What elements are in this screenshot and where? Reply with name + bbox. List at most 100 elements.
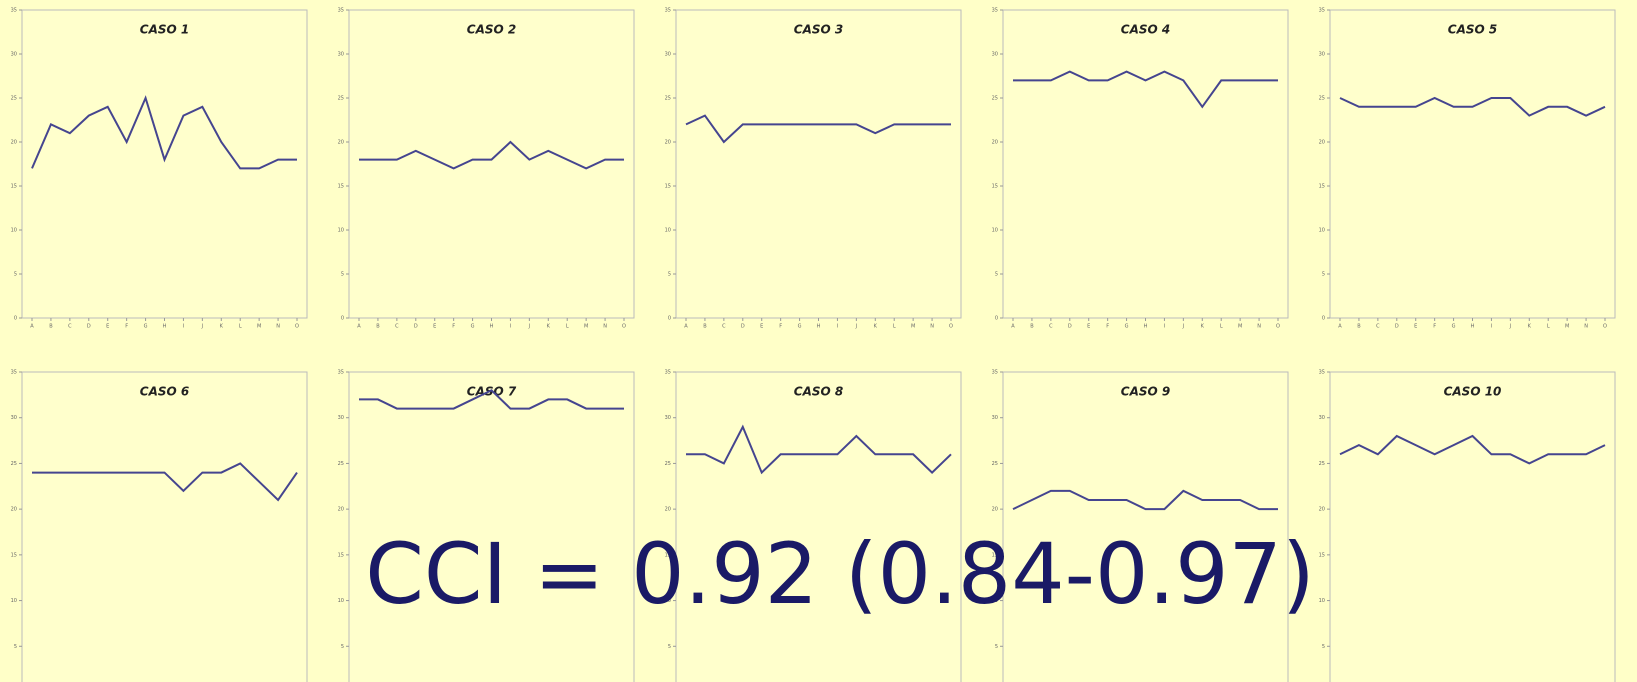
chart-panel: CASO 2 0 5 10 15 20 25 30 35 A B C D E F G H I J K L M N O: [338, 8, 635, 330]
x-tick-label: I: [1164, 324, 1165, 330]
y-tick-label: 35: [665, 370, 671, 376]
y-tick-label: 35: [11, 370, 17, 376]
y-tick-label: 10: [1319, 228, 1325, 234]
x-tick-label: B: [49, 324, 53, 330]
line: [32, 462, 298, 502]
x-tick-label: L: [893, 324, 896, 330]
chart-panel: CASO 605101520253035ABCDEFGHIJKLMNO: [11, 370, 308, 682]
y-tick-label: 25: [665, 461, 671, 467]
y-tick-label: 15: [665, 552, 671, 558]
y-tick-label: 35: [11, 8, 17, 14]
plot-area: [1002, 371, 1289, 682]
line: [359, 389, 624, 410]
line: [31, 95, 297, 170]
y-tick-label: 10: [11, 228, 17, 234]
chart-title: CASO 2: [467, 23, 516, 37]
x-tick-label: D: [1395, 324, 1399, 330]
y-tick-label: 15: [992, 552, 998, 558]
y-tick-label: 15: [338, 184, 344, 190]
x-tick-label: F: [125, 324, 128, 330]
y-tick-label: 15: [1319, 552, 1325, 558]
x-tick-label: D: [1068, 324, 1072, 330]
x-tick-label: L: [566, 324, 569, 330]
x-tick-label: A: [1338, 324, 1342, 330]
x-tick-label: A: [357, 324, 361, 330]
y-tick-label: 10: [665, 598, 671, 604]
y-tick-label: 30: [338, 52, 344, 58]
y-tick-label: 5: [668, 272, 671, 278]
y-tick-label: 10: [338, 228, 344, 234]
x-tick-label: N: [276, 324, 280, 330]
y-tick-label: 20: [11, 140, 17, 146]
x-tick-label: M: [584, 324, 588, 330]
x-tick-label: C: [68, 324, 72, 330]
y-tick-label: 20: [11, 507, 17, 513]
x-tick-label: I: [1491, 324, 1492, 330]
y-tick-label: 10: [992, 598, 998, 604]
y-tick-label: 10: [338, 598, 344, 604]
y-tick-label: 30: [1319, 52, 1325, 58]
chart-title: CASO 9: [1121, 385, 1170, 399]
y-tick-label: 10: [665, 228, 671, 234]
x-tick-label: A: [30, 324, 34, 330]
y-tick-label: 30: [992, 415, 998, 421]
x-tick-label: K: [547, 324, 551, 330]
chart-panel: CASO 3 0 5 10 15 20 25 30 35 A B C D E F G H I J K L M N O: [665, 8, 962, 330]
x-tick-label: J: [855, 324, 857, 330]
chart-panel: CASO 905101520253035ABCDEFGHIJKLMNO: [992, 370, 1289, 682]
x-tick-label: O: [295, 324, 299, 330]
x-tick-label: J: [1182, 324, 1184, 330]
chart-title: CASO 1: [140, 23, 189, 37]
plot-area: [1329, 9, 1616, 319]
y-tick-label: 30: [665, 415, 671, 421]
y-tick-label: 5: [341, 272, 344, 278]
y-tick-label: 5: [995, 272, 998, 278]
x-tick-label: N: [1257, 324, 1261, 330]
y-tick-label: 20: [665, 140, 671, 146]
x-tick-label: B: [1357, 324, 1361, 330]
y-tick-label: 5: [14, 272, 17, 278]
plot-area: [348, 371, 635, 682]
x-tick-label: A: [1011, 324, 1015, 330]
y-tick-label: 35: [1319, 370, 1325, 376]
y-tick-label: 30: [11, 52, 17, 58]
x-tick-label: J: [1509, 324, 1511, 330]
y-tick-label: 5: [14, 644, 17, 650]
plot-area: [1329, 371, 1616, 682]
x-tick-label: M: [1565, 324, 1569, 330]
x-tick-label: A: [684, 324, 688, 330]
x-tick-label: K: [874, 324, 878, 330]
chart-panel: CASO 705101520253035ABCDEFGHIJKLMNO: [338, 370, 635, 682]
y-tick-label: 35: [1319, 8, 1325, 14]
x-tick-label: M: [1238, 324, 1242, 330]
x-tick-label: I: [510, 324, 511, 330]
chart-panel: CASO 5 0 5 10 15 20 25 30 35 A B C D E F G H I J K L M N O: [1319, 8, 1616, 330]
y-tick-label: 0: [995, 316, 998, 322]
overlay-text: CCI = 0.92 (0.84-0.97): [365, 525, 1315, 623]
x-tick-label: O: [1603, 324, 1607, 330]
x-tick-label: C: [722, 324, 726, 330]
y-tick-label: 20: [992, 140, 998, 146]
y-tick-label: 30: [992, 52, 998, 58]
y-tick-label: 25: [11, 461, 17, 467]
line: [1012, 489, 1278, 511]
y-tick-label: 25: [338, 96, 344, 102]
y-tick-label: 25: [1319, 461, 1325, 467]
y-tick-label: 35: [992, 8, 998, 14]
y-tick-label: 10: [992, 228, 998, 234]
y-tick-label: 15: [11, 552, 17, 558]
y-tick-label: 0: [668, 316, 671, 322]
x-tick-label: O: [1276, 324, 1280, 330]
chart-title: CASO 6: [140, 385, 189, 399]
x-tick-label: B: [1030, 324, 1034, 330]
x-tick-label: F: [779, 324, 782, 330]
x-tick-label: L: [239, 324, 242, 330]
x-tick-label: G: [1452, 324, 1456, 330]
y-tick-label: 5: [1322, 272, 1325, 278]
x-tick-label: C: [1376, 324, 1380, 330]
y-tick-label: 30: [11, 415, 17, 421]
y-tick-label: 20: [992, 507, 998, 513]
x-tick-label: E: [433, 324, 436, 330]
x-tick-label: D: [414, 324, 418, 330]
x-tick-label: M: [911, 324, 915, 330]
